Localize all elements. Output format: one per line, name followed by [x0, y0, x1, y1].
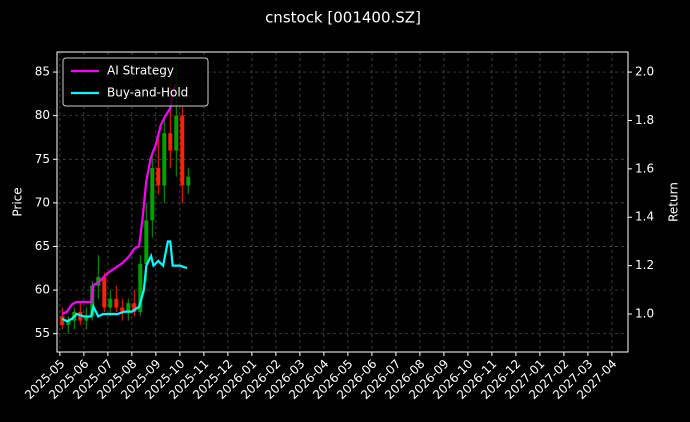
- candle-body: [138, 263, 143, 312]
- candle-body: [108, 298, 113, 308]
- candle-body: [180, 115, 185, 186]
- y-tick-label: 65: [35, 239, 50, 253]
- y2-tick-label: 1.4: [635, 210, 654, 224]
- y-tick-label: 70: [35, 195, 50, 209]
- legend-label: Buy-and-Hold: [107, 86, 188, 100]
- candle-body: [144, 220, 149, 264]
- candle-body: [150, 167, 155, 221]
- y-tick-label: 80: [35, 108, 50, 122]
- candle-body: [66, 320, 71, 325]
- y2-tick-label: 1.0: [635, 307, 654, 321]
- y-tick-label: 75: [35, 152, 50, 166]
- y2-tick-label: 1.8: [635, 113, 654, 127]
- y2-tick-label: 1.6: [635, 161, 654, 175]
- y2-axis-label: Return: [667, 182, 681, 222]
- candle-body: [168, 133, 173, 151]
- candle-body: [156, 167, 161, 186]
- line-series: [61, 83, 177, 315]
- y-tick-label: 60: [35, 283, 50, 297]
- legend-label: AI Strategy: [107, 64, 174, 78]
- y2-tick-label: 2.0: [635, 65, 654, 79]
- candle-body: [114, 298, 119, 308]
- candle-body: [102, 277, 107, 308]
- chart-title: cnstock [001400.SZ]: [265, 9, 421, 27]
- candle-body: [162, 133, 167, 186]
- candle-body: [132, 303, 137, 312]
- candle-body: [84, 316, 89, 321]
- line-series: [61, 240, 188, 323]
- y2-tick-label: 1.2: [635, 258, 654, 272]
- y-axis-label: Price: [11, 187, 25, 216]
- candle-body: [60, 316, 65, 325]
- candle-body: [126, 303, 131, 312]
- y-tick-label: 55: [35, 326, 50, 340]
- candle-body: [186, 176, 191, 186]
- plot-frame: [56, 51, 629, 353]
- legend-box: [62, 57, 209, 107]
- y-tick-label: 85: [35, 65, 50, 79]
- candle-body: [120, 307, 125, 312]
- candle-body: [174, 115, 179, 151]
